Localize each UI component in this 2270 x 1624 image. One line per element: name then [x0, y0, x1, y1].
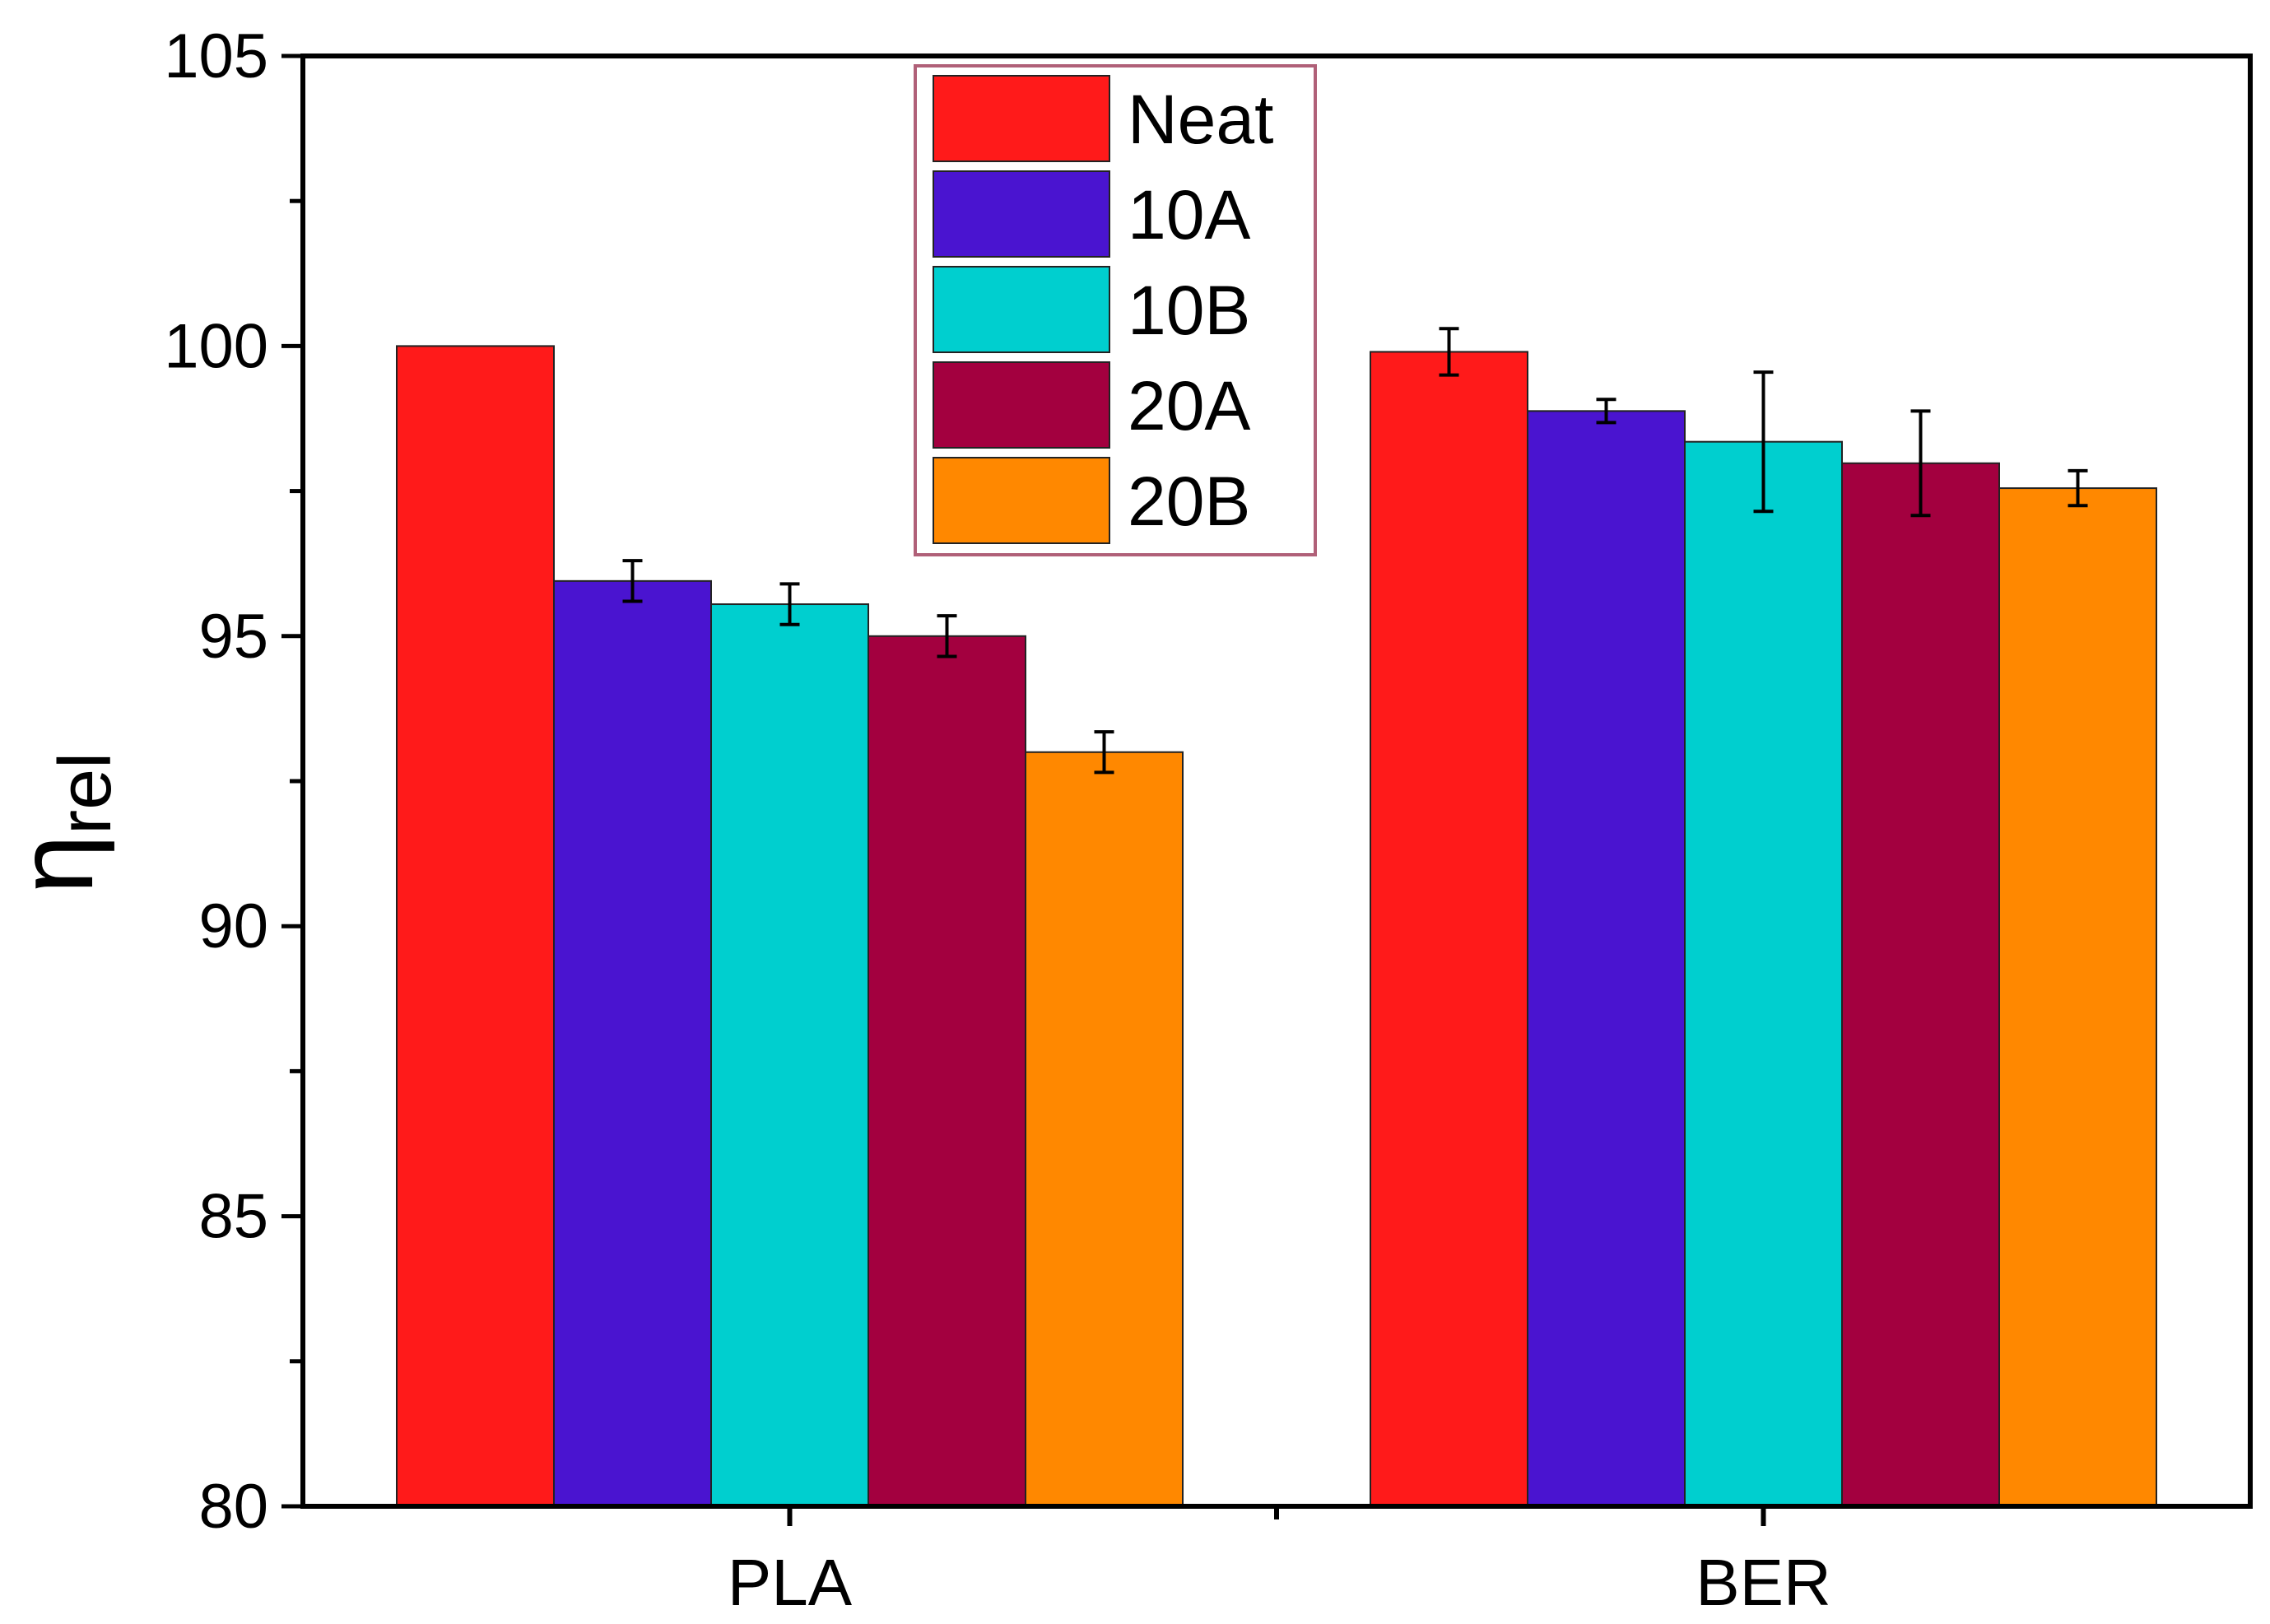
error-bar-pla-10a	[622, 559, 643, 603]
legend-swatch	[933, 457, 1110, 544]
error-bar-pla-20a	[937, 614, 957, 658]
y-axis: 80 85 90 95 100 105	[164, 21, 303, 1542]
legend-item-20a: 20A	[933, 361, 1250, 449]
legend-label: Neat	[1128, 81, 1273, 158]
error-bar-ber-neat	[1439, 327, 1459, 377]
bar-pla-20b	[1025, 751, 1184, 1507]
legend-swatch	[933, 266, 1110, 353]
legend-swatch	[933, 170, 1110, 258]
legend-label: 10A	[1128, 176, 1250, 254]
error-bar-ber-10b	[1753, 370, 1774, 514]
error-bar-pla-10b	[779, 582, 800, 626]
bar-pla-10b	[710, 603, 869, 1507]
y-axis-label-main: η	[0, 835, 115, 894]
legend-label: 20B	[1128, 463, 1250, 540]
y-tick-label: 80	[198, 1472, 268, 1542]
bar-pla-20a	[868, 635, 1026, 1507]
x-tick-label: PLA	[728, 1546, 853, 1619]
bar-ber-20a	[1841, 462, 2000, 1507]
legend-item-10a: 10A	[933, 170, 1250, 258]
y-axis-label: ηrel	[0, 752, 127, 894]
error-bars-layer	[622, 327, 2088, 775]
legend-item-10b: 10B	[933, 266, 1250, 353]
legend-swatch	[933, 75, 1110, 162]
error-bar-ber-20b	[2068, 468, 2088, 508]
bar-ber-20b	[1998, 487, 2157, 1507]
y-tick-label: 95	[198, 602, 268, 672]
y-tick-label: 90	[198, 891, 268, 961]
bar-pla-neat	[396, 345, 555, 1507]
error-bar-ber-10a	[1596, 398, 1616, 425]
legend-item-20b: 20B	[933, 457, 1250, 544]
y-tick-label: 105	[164, 21, 268, 91]
bar-ber-neat	[1370, 351, 1528, 1507]
y-tick-label: 100	[164, 311, 268, 381]
error-bar-ber-20a	[1910, 409, 1931, 518]
bar-ber-10b	[1684, 440, 1843, 1507]
bar-ber-10a	[1527, 410, 1686, 1507]
x-tick-label: BER	[1696, 1546, 1831, 1619]
bars-layer	[396, 345, 2157, 1507]
legend-item-neat: Neat	[933, 75, 1273, 162]
legend: Neat 10A 10B 20A 20B	[914, 64, 1317, 556]
x-axis: PLA BER	[728, 1506, 1831, 1619]
error-bar-pla-20b	[1094, 730, 1114, 775]
svg-text:ηrel: ηrel	[0, 752, 127, 894]
legend-label: 20A	[1128, 367, 1250, 444]
y-tick-label: 85	[198, 1182, 268, 1252]
legend-swatch	[933, 361, 1110, 449]
bar-pla-10a	[553, 579, 712, 1507]
legend-label: 10B	[1128, 272, 1250, 349]
y-axis-label-subscript: rel	[44, 752, 127, 835]
